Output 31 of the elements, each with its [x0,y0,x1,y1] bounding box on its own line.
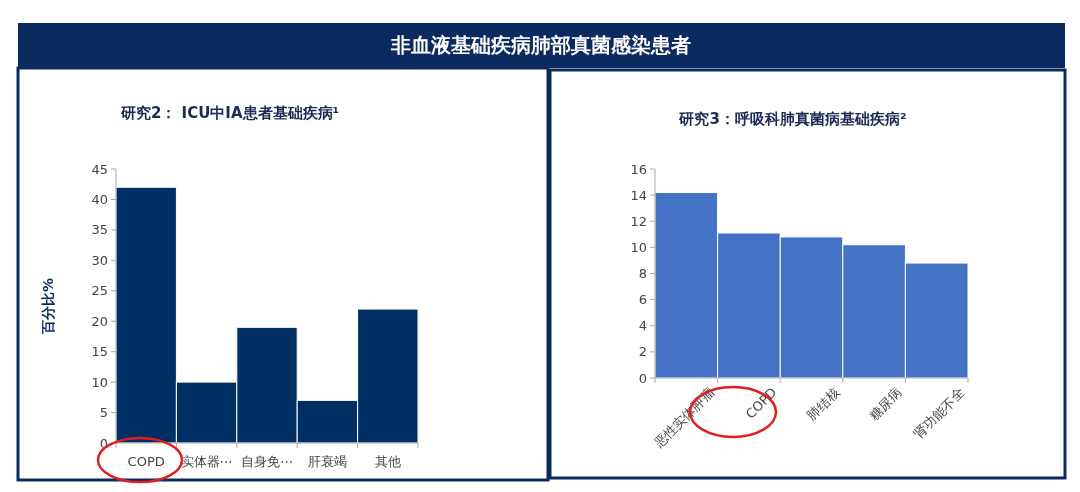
x-tick-label: 肝衰竭 [307,454,347,469]
text: 非血液基础疾病肺部真菌感染患者 [390,33,691,57]
x-tick-label: COPD [127,454,165,469]
y-tick-label: 14 [630,187,647,203]
x-tick-label: 实体器⋯ [180,454,233,469]
x-tick-label: 糖尿病 [866,384,905,423]
y-tick-label: 8 [638,266,647,282]
y-tick-label: 16 [630,161,647,177]
y-tick-label: 6 [638,292,647,308]
chart-title: 研究3：呼吸科肺真菌病基础疾病² [678,110,907,128]
y-tick-label: 25 [91,283,108,299]
y-tick-label: 5 [99,405,108,421]
y-axis-title: 百分比% [40,277,56,336]
y-tick-label: 15 [91,344,108,360]
y-tick-label: 4 [638,318,647,334]
y-tick-label: 0 [99,435,108,451]
y-tick-label: 45 [91,161,108,177]
x-tick-label: 肺结核 [803,384,843,423]
x-tick-label: 其他 [374,454,401,469]
y-tick-label: 12 [630,213,647,229]
y-tick-label: 35 [91,222,108,238]
x-tick-label: 肾功能不全 [910,384,968,442]
y-tick-label: 40 [91,191,108,207]
y-tick-label: 0 [638,370,647,386]
y-tick-label: 10 [630,239,647,255]
chart-title: 研究2： ICU中IA患者基础疾病¹ [119,104,340,122]
x-tick-label: 自身免⋯ [241,454,293,469]
y-tick-label: 20 [91,313,108,329]
y-tick-label: 30 [91,252,108,268]
y-tick-label: 10 [91,374,108,390]
y-tick-label: 2 [638,344,647,360]
